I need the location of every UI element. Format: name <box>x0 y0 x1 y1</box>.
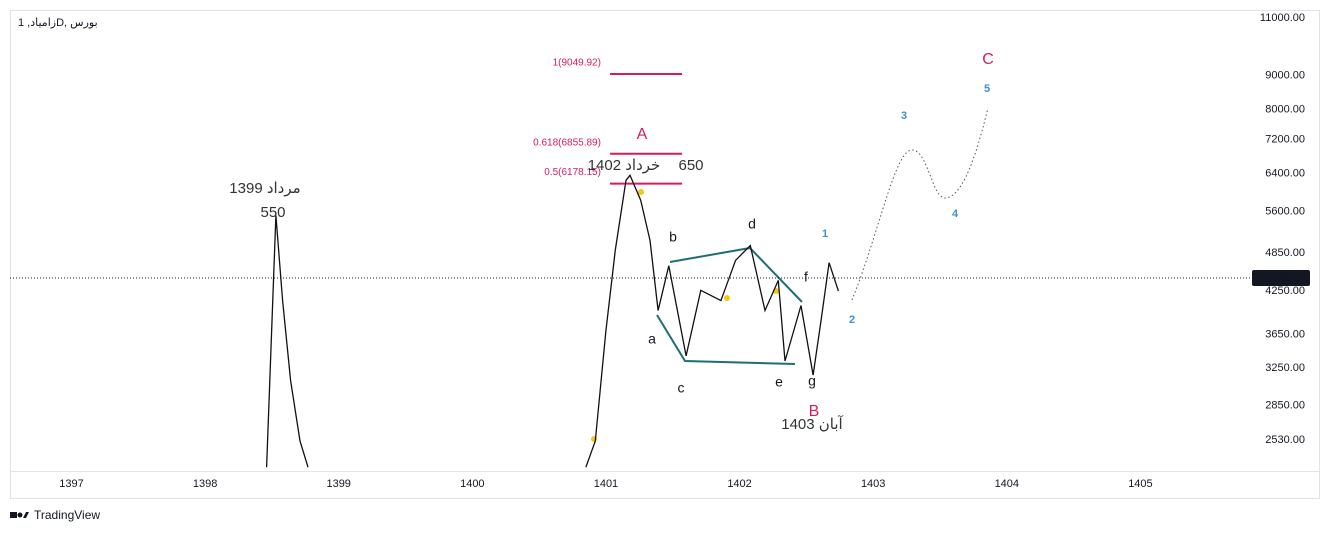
note: آبان 1403 <box>781 415 843 433</box>
wave-label: A <box>637 126 648 143</box>
x-tick-label: 1404 <box>995 478 1019 490</box>
last-price-tag <box>1252 270 1310 287</box>
y-tick-label: 8000.00 <box>1265 103 1305 115</box>
projection <box>851 107 989 301</box>
x-tick-label: 1399 <box>326 478 350 490</box>
x-tick-label: 1403 <box>861 478 885 490</box>
x-tick-label: 1405 <box>1128 478 1152 490</box>
y-tick-label: 2850.00 <box>1265 400 1305 412</box>
y-tick-label: 9000.00 <box>1265 69 1305 81</box>
sub-wave-label: e <box>775 374 783 390</box>
x-tick-label: 1401 <box>594 478 618 490</box>
note: مرداد 1399 <box>229 180 300 197</box>
price-line <box>265 174 840 468</box>
sub-wave-label: f <box>804 269 808 285</box>
wave-label: C <box>982 51 994 68</box>
chart-frame <box>10 10 1320 499</box>
fib-label: 1(9049.92) <box>553 58 601 69</box>
wave-label: B <box>809 403 820 420</box>
count-label: 4 <box>952 208 959 220</box>
x-tick-label: 1400 <box>460 478 484 490</box>
y-tick-label: 4250.00 <box>1265 285 1305 297</box>
y-tick-label: 7200.00 <box>1265 134 1305 146</box>
y-tick-label: 4850.00 <box>1265 247 1305 259</box>
y-tick-label: 11000.00 <box>1260 12 1305 24</box>
note: خرداد 1402 <box>588 157 661 174</box>
last-price-label: 4446.00 <box>1265 272 1305 284</box>
x-tick-label: 1402 <box>727 478 751 490</box>
sub-wave-label: d <box>748 216 756 232</box>
count-label: 3 <box>901 110 907 122</box>
count-label: 2 <box>849 314 855 326</box>
pattern <box>656 246 803 365</box>
brand: TradingView <box>34 508 100 522</box>
sub-wave-label: b <box>669 229 677 245</box>
sub-wave-label: a <box>648 331 656 347</box>
sub-wave-label: g <box>808 373 816 389</box>
y-tick-label: 3650.00 <box>1265 329 1305 341</box>
logo <box>10 512 29 518</box>
note: 650 <box>678 157 703 174</box>
fib-label: 0.618(6855.89) <box>533 137 601 148</box>
note: 550 <box>260 204 285 221</box>
sub-wave-label: c <box>678 380 685 396</box>
y-tick-label: 2530.00 <box>1265 434 1305 446</box>
x-tick-label: 1397 <box>59 478 83 490</box>
count-label: 1 <box>822 228 828 240</box>
y-tick-label: 5600.00 <box>1265 206 1305 218</box>
count-label: 5 <box>984 83 990 95</box>
y-tick-label: 6400.00 <box>1265 167 1305 179</box>
x-tick-label: 1398 <box>193 478 217 490</box>
y-tick-label: 3250.00 <box>1265 362 1305 374</box>
chart-title: زامیاد, 1D, بورس <box>18 17 98 29</box>
fib-label: 0.5(6178.15) <box>544 167 601 178</box>
